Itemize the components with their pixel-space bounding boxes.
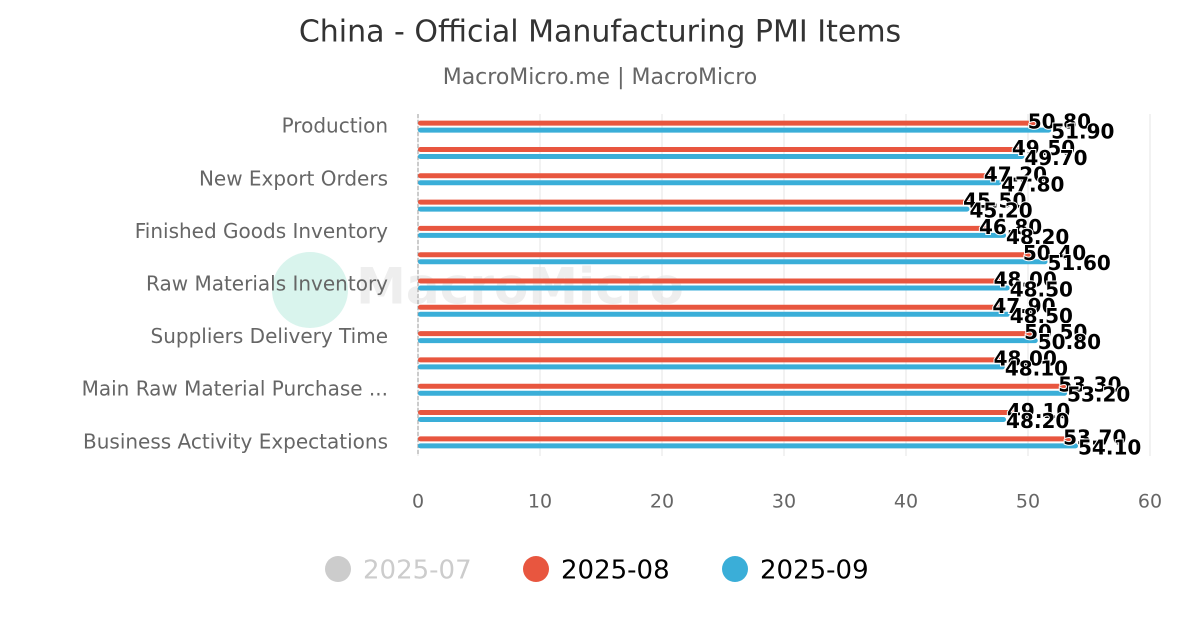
bar <box>418 127 1052 133</box>
x-tick-label: 50 <box>1016 491 1040 513</box>
x-tick-label: 60 <box>1138 491 1162 513</box>
watermark-logo <box>272 252 348 328</box>
bar <box>418 304 1003 310</box>
bar <box>418 120 1038 126</box>
bar <box>418 338 1038 344</box>
legend-marker[interactable] <box>523 556 549 582</box>
y-tick-label: New Export Orders <box>199 166 388 190</box>
legend-label[interactable]: 2025-09 <box>760 556 869 586</box>
bar <box>418 311 1010 317</box>
bar <box>418 417 1007 423</box>
value-label: 48.00 <box>994 346 1057 370</box>
value-label: 53.30 <box>1058 373 1121 397</box>
bar <box>418 410 1018 416</box>
value-label: 48.50 <box>1010 278 1073 302</box>
value-label: 47.20 <box>984 162 1047 186</box>
value-label: 50.80 <box>1028 110 1091 134</box>
value-label: 48.00 <box>994 268 1057 292</box>
legend-marker[interactable] <box>325 556 351 582</box>
value-label: 45.50 <box>963 189 1026 213</box>
value-label: 50.50 <box>1024 320 1087 344</box>
bar <box>418 206 970 212</box>
y-tick-label: Suppliers Delivery Time <box>151 324 389 348</box>
bar <box>418 278 1004 284</box>
value-label: 46.80 <box>979 215 1042 239</box>
bar <box>418 232 1007 238</box>
chart-subtitle: MacroMicro.me | MacroMicro <box>443 65 758 90</box>
bar <box>418 153 1025 159</box>
bar <box>418 225 989 231</box>
value-label: 51.90 <box>1051 120 1114 144</box>
legend-label[interactable]: 2025-07 <box>363 556 472 586</box>
value-label: 54.10 <box>1078 435 1141 459</box>
bar <box>418 383 1069 389</box>
bar <box>418 199 974 205</box>
bar <box>418 252 1033 258</box>
bar <box>418 331 1035 337</box>
bar <box>418 443 1079 449</box>
x-tick-label: 10 <box>528 491 552 513</box>
value-label: 50.80 <box>1038 330 1101 354</box>
value-label: 47.80 <box>1001 172 1064 196</box>
y-tick-label: Main Raw Material Purchase ... <box>82 377 388 401</box>
bar <box>418 259 1048 265</box>
value-label: 49.70 <box>1024 146 1087 170</box>
value-label: 48.10 <box>1005 356 1068 380</box>
bar <box>418 390 1068 396</box>
value-label: 48.20 <box>1006 225 1069 249</box>
value-label: 48.50 <box>1010 304 1073 328</box>
bar <box>418 285 1010 291</box>
value-label: 50.40 <box>1023 241 1086 265</box>
chart-title: China - Official Manufacturing PMI Items <box>299 15 901 50</box>
x-tick-label: 20 <box>650 491 674 513</box>
bar <box>418 173 994 179</box>
value-label: 49.10 <box>1007 399 1070 423</box>
y-tick-label: Finished Goods Inventory <box>135 219 388 243</box>
x-tick-label: 30 <box>772 491 796 513</box>
value-label: 53.20 <box>1067 383 1130 407</box>
value-label: 51.60 <box>1048 251 1111 275</box>
y-tick-label: Business Activity Expectations <box>83 429 388 453</box>
value-label: 47.90 <box>992 294 1055 318</box>
value-label: 49.50 <box>1012 136 1075 160</box>
bar <box>418 146 1022 152</box>
bar <box>418 436 1074 442</box>
legend-marker[interactable] <box>722 556 748 582</box>
value-label: 48.20 <box>1006 409 1069 433</box>
bar <box>418 357 1004 363</box>
x-tick-label: 40 <box>894 491 918 513</box>
bar <box>418 364 1005 370</box>
legend-label[interactable]: 2025-08 <box>561 556 670 586</box>
x-tick-label: 0 <box>412 491 424 513</box>
value-label: 53.70 <box>1063 425 1126 449</box>
y-tick-label: Production <box>282 114 388 138</box>
bar <box>418 180 1002 186</box>
y-tick-label: Raw Materials Inventory <box>146 272 388 296</box>
value-label: 45.20 <box>969 199 1032 223</box>
